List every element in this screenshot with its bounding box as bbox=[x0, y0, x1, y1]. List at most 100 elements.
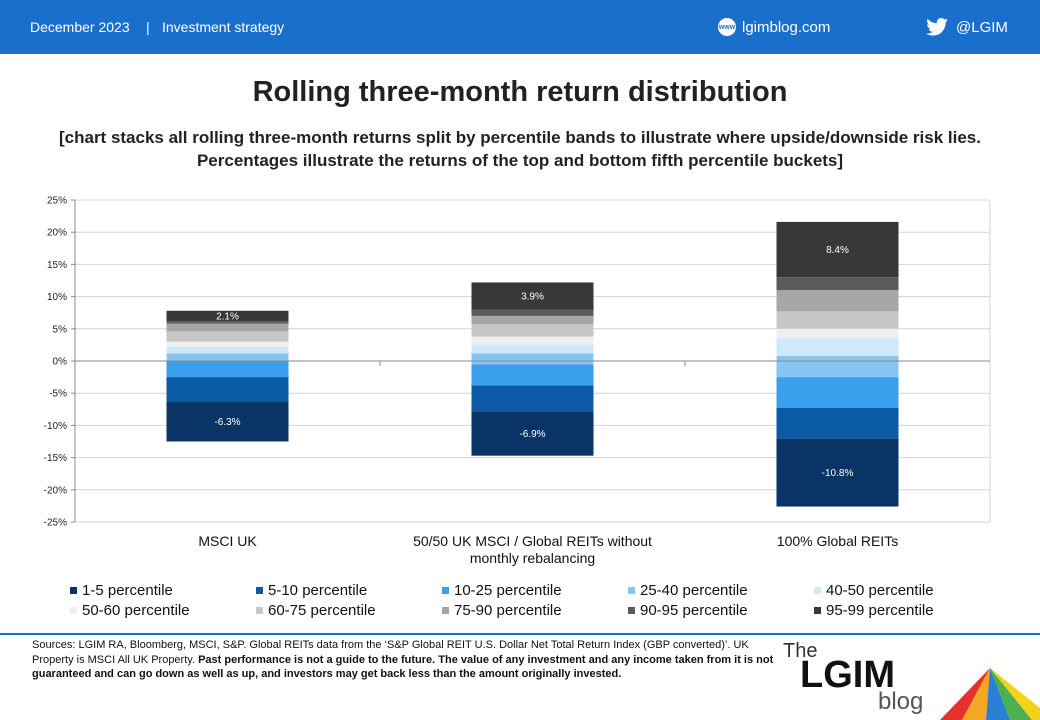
legend-label: 75-90 percentile bbox=[454, 602, 562, 619]
x-category-label: MSCI UK bbox=[198, 533, 257, 549]
bar-segment bbox=[471, 385, 594, 412]
y-tick-label: -20% bbox=[44, 485, 67, 496]
site-link[interactable]: www lgimblog.com bbox=[718, 18, 830, 36]
legend-swatch bbox=[442, 607, 449, 614]
bar-segment bbox=[471, 309, 594, 316]
bars bbox=[166, 221, 899, 507]
sources-text: Sources: LGIM RA, Bloomberg, MSCI, S&P. … bbox=[32, 639, 749, 666]
bar-segment bbox=[166, 341, 289, 347]
legend-label: 50-60 percentile bbox=[82, 602, 190, 619]
data-label: 8.4% bbox=[826, 245, 849, 256]
legend-label: 25-40 percentile bbox=[640, 582, 748, 599]
legend-item: 90-95 percentile bbox=[628, 602, 748, 619]
twitter-bird-icon bbox=[926, 18, 948, 36]
bar-segment bbox=[166, 401, 289, 442]
bar-segment bbox=[471, 336, 594, 345]
bar-segment bbox=[776, 408, 899, 439]
legend-swatch bbox=[256, 607, 263, 614]
legend-item: 10-25 percentile bbox=[442, 582, 562, 599]
footer-notes: Sources: LGIM RA, Bloomberg, MSCI, S&P. … bbox=[32, 638, 777, 682]
legend-swatch bbox=[814, 587, 821, 594]
x-axis: MSCI UK 50/50 UK MSCI / Global REITs with… bbox=[75, 360, 990, 566]
legend-item: 25-40 percentile bbox=[628, 582, 748, 599]
legend-swatch bbox=[628, 607, 635, 614]
top-bar: December 2023 | Investment strategy www … bbox=[0, 0, 1040, 54]
legend-item: 75-90 percentile bbox=[442, 602, 562, 619]
bar-segment bbox=[776, 377, 899, 409]
x-category-label: 50/50 UK MSCI / Global REITs without mont… bbox=[413, 533, 652, 566]
bar-segment bbox=[166, 377, 289, 402]
bar-segment bbox=[166, 346, 289, 354]
data-label: -6.3% bbox=[214, 417, 240, 428]
y-tick-label: 0% bbox=[53, 357, 68, 368]
twitter-handle: @LGIM bbox=[956, 18, 1008, 36]
data-label: -6.9% bbox=[519, 429, 545, 440]
header-category[interactable]: Investment strategy bbox=[162, 19, 285, 35]
bar-segment bbox=[166, 361, 289, 378]
legend-item: 40-50 percentile bbox=[814, 582, 934, 599]
bar-segment bbox=[471, 364, 594, 386]
twitter-link[interactable]: @LGIM bbox=[926, 18, 1008, 36]
bar-segment bbox=[471, 411, 594, 456]
bar-segment bbox=[776, 438, 899, 507]
legend-label: 10-25 percentile bbox=[454, 582, 562, 599]
legend-swatch bbox=[256, 587, 263, 594]
y-tick-label: -25% bbox=[44, 518, 67, 529]
legend-swatch bbox=[70, 587, 77, 594]
disclaimer-text: Past performance is not a guide to the f… bbox=[32, 653, 774, 681]
chart-title: Rolling three-month return distribution bbox=[252, 76, 788, 108]
legend-item: 60-75 percentile bbox=[256, 602, 376, 619]
bar-segment bbox=[471, 324, 594, 337]
site-link-label: lgimblog.com bbox=[742, 18, 831, 36]
umbrella-icon bbox=[940, 668, 1040, 720]
bar-segment bbox=[471, 282, 594, 310]
y-tick-label: 20% bbox=[47, 228, 67, 239]
lgim-blog-logo: The LGIM blog bbox=[780, 640, 1040, 720]
y-tick-label: 10% bbox=[47, 292, 67, 303]
legend-label: 95-99 percentile bbox=[826, 602, 934, 619]
logo-lgim: LGIM bbox=[800, 654, 895, 696]
bar-segment bbox=[776, 328, 899, 339]
y-tick-label: 25% bbox=[47, 196, 67, 207]
header-date: December 2023 bbox=[30, 19, 130, 35]
footer-divider bbox=[0, 633, 1040, 635]
y-tick-label: 5% bbox=[53, 324, 68, 335]
data-label: -10.8% bbox=[822, 468, 854, 479]
bar-segment bbox=[776, 338, 899, 356]
legend-label: 90-95 percentile bbox=[640, 602, 748, 619]
bar-segment bbox=[471, 353, 594, 365]
legend-item: 50-60 percentile bbox=[70, 602, 190, 619]
bar-segment bbox=[776, 290, 899, 312]
legend-item: 5-10 percentile bbox=[256, 582, 367, 599]
logo-the: The bbox=[783, 640, 818, 662]
chart-subtitle: [chart stacks all rolling three-month re… bbox=[58, 128, 981, 170]
y-tick-label: -10% bbox=[44, 421, 67, 432]
stacked-bar-chart: 25% 20% 15% 10% 5% 0% -5% -10% -15% -20% -25% 2.1%… bbox=[44, 196, 991, 566]
y-tick-label: -15% bbox=[44, 453, 67, 464]
bar-segment bbox=[166, 331, 289, 342]
bar-segment bbox=[471, 315, 594, 325]
legend-swatch bbox=[442, 587, 449, 594]
globe-icon: www bbox=[718, 18, 736, 36]
bar-segment bbox=[776, 221, 899, 278]
logo-blog: blog bbox=[878, 688, 924, 715]
legend-swatch bbox=[628, 587, 635, 594]
bar-segment bbox=[166, 323, 289, 332]
legend-label: 1-5 percentile bbox=[82, 582, 173, 599]
y-axis: 25% 20% 15% 10% 5% 0% -5% -10% -15% -20% -25% bbox=[44, 196, 76, 529]
legend-item: 1-5 percentile bbox=[70, 582, 173, 599]
legend-item: 95-99 percentile bbox=[814, 602, 934, 619]
header-separator: | bbox=[146, 19, 150, 35]
y-tick-label: -5% bbox=[49, 389, 67, 400]
bar-segment bbox=[776, 277, 899, 291]
bar-segment bbox=[471, 344, 594, 354]
bar-segment bbox=[776, 355, 899, 378]
legend-label: 60-75 percentile bbox=[268, 602, 376, 619]
legend-label: 5-10 percentile bbox=[268, 582, 368, 599]
legend-label: 40-50 percentile bbox=[826, 582, 934, 599]
bar-segment bbox=[166, 353, 289, 361]
data-label: 3.9% bbox=[521, 291, 544, 302]
data-label: 2.1% bbox=[216, 311, 239, 322]
legend-swatch bbox=[814, 607, 821, 614]
y-tick-label: 15% bbox=[47, 260, 67, 271]
